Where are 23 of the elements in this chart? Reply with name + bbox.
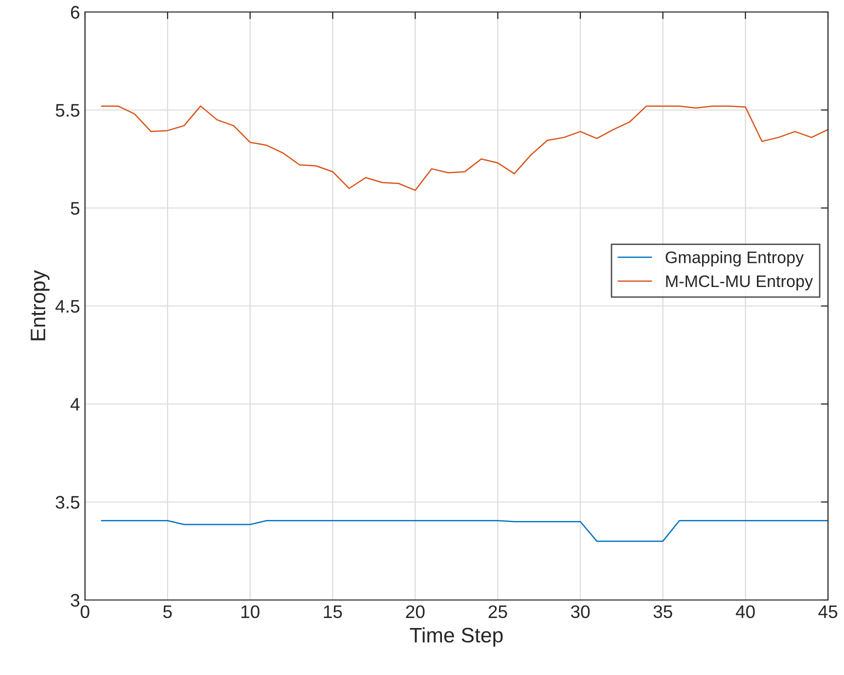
x-tick-label: 35 <box>654 605 672 618</box>
x-tick-label: 15 <box>324 606 342 618</box>
y-tick-label: 4 <box>70 398 80 411</box>
legend-label: Gmapping Entropy <box>666 251 804 267</box>
x-tick-label: 0 <box>80 605 90 618</box>
y-tick-label: 3 <box>70 594 80 607</box>
x-tick-label: 40 <box>736 605 755 618</box>
y-tick-label: 3.5 <box>56 496 80 509</box>
x-tick-label: 10 <box>241 605 260 618</box>
y-tick-label: 5 <box>70 202 80 215</box>
x-tick-label: 5 <box>163 606 172 618</box>
y-axis-title: Entropy <box>30 270 50 340</box>
x-tick-label: 30 <box>570 605 590 618</box>
y-tick-label: 6 <box>71 6 80 19</box>
x-axis-title: Time Step <box>410 627 503 647</box>
y-tick-label: 4.5 <box>55 300 80 313</box>
legend-label: M-MCL-MU Entropy <box>666 275 813 290</box>
line-series <box>100 520 828 542</box>
x-tick-label: 20 <box>406 605 425 618</box>
y-tick-label: 5.5 <box>56 104 80 117</box>
line-series <box>100 105 828 191</box>
x-tick-label: 25 <box>488 605 508 618</box>
x-tick-label: 45 <box>818 606 838 618</box>
